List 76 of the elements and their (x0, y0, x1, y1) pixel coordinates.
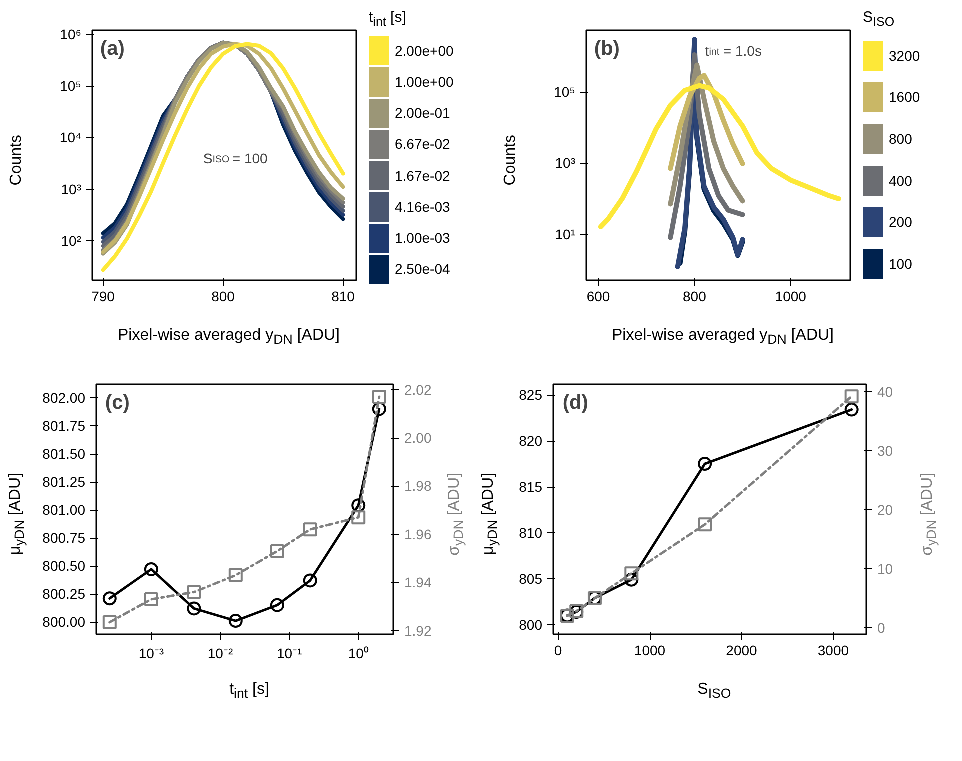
y2-tick-label: 30 (878, 442, 894, 459)
y2-tick-label: 40 (878, 384, 894, 400)
x-axis-title: S$_{ISO}$ (698, 680, 732, 704)
y-tick-label: 10⁴ (60, 130, 82, 146)
x-axis-title: Pixel-wise averaged y$_{DN}$ [ADU] (118, 326, 340, 350)
legend-label: 800 (889, 130, 912, 150)
annotation: (a) (100, 38, 125, 60)
y-tick-label: 10³ (555, 155, 576, 172)
legend-label: 1.00e-03 (395, 229, 450, 248)
y-tick-label: 810 (519, 524, 543, 541)
y-tick-label: 10⁵ (554, 84, 576, 100)
y-tick-label: 800.75 (42, 530, 86, 546)
y2-tick-label: 2.00 (404, 430, 432, 446)
y-tick-label: 10³ (61, 181, 82, 198)
legend-title: S$_{ISO}$ (863, 8, 895, 32)
x-axis-title: Pixel-wise averaged y$_{DN}$ [ADU] (612, 326, 834, 350)
y-tick-label: 800.50 (42, 558, 86, 574)
legend-label: 2.50e-04 (395, 260, 450, 280)
legend-label: 200 (889, 213, 912, 232)
legend-label: 2.00e-01 (395, 104, 450, 124)
y-tick-label: 800.00 (42, 614, 86, 630)
y2-tick-label: 1.96 (404, 526, 432, 542)
x-tick-label: 0 (554, 642, 562, 658)
x-axis-title: t$_{int}$ [s] (230, 680, 270, 704)
y-tick-label: 801.25 (42, 474, 86, 490)
y2-tick-label: 20 (878, 502, 894, 518)
legend-label: 6.67e-02 (395, 135, 450, 154)
y2-tick-label: 1.94 (404, 574, 432, 591)
y-tick-label: 10² (61, 232, 82, 249)
x-tick-label: 3000 (818, 642, 850, 658)
x-tick-label: 10⁻² (208, 646, 234, 662)
y-tick-label: 10¹ (555, 226, 576, 242)
x-tick-label: 790 (92, 288, 116, 304)
annotation: (c) (105, 392, 130, 414)
legend-label: 3200 (889, 46, 920, 66)
y2-tick-label: 0 (878, 620, 886, 636)
y-axis-title: Counts (500, 134, 520, 186)
y2-tick-label: 1.98 (404, 478, 432, 494)
y-tick-label: 801.00 (42, 502, 86, 518)
x-tick-label: 800 (683, 288, 707, 304)
x-tick-label: 800 (212, 288, 236, 304)
x-tick-label: 10⁰ (348, 646, 369, 662)
x-tick-label: 10⁻¹ (276, 646, 303, 662)
annotation: (d) (562, 392, 588, 414)
y-tick-label: 801.75 (42, 418, 86, 434)
x-tick-label: 2000 (726, 642, 758, 658)
y-tick-label: 800 (519, 616, 543, 633)
y2-tick-label: 1.92 (404, 622, 432, 639)
legend-label: 2.00e+00 (395, 42, 454, 61)
legend-label: 1600 (889, 88, 920, 108)
x-tick-label: 600 (586, 288, 610, 304)
x-tick-label: 1000 (634, 642, 666, 658)
y-tick-label: 825 (519, 387, 543, 404)
legend-label: 100 (889, 255, 912, 274)
legend-label: 1.67e-02 (395, 166, 450, 186)
y-tick-label: 10⁵ (60, 78, 82, 94)
y2-tick-label: 2.02 (404, 382, 432, 398)
y-tick-label: 801.50 (42, 446, 86, 462)
legend-label: 400 (889, 172, 912, 191)
x-tick-label: 1000 (775, 288, 807, 304)
legend-label: 1.00e+00 (395, 72, 454, 92)
x-tick-label: 10⁻³ (138, 646, 164, 662)
y-tick-label: 815 (519, 479, 543, 496)
y-tick-label: 800.25 (42, 586, 86, 602)
annotation: tint = 1.0s (705, 43, 762, 59)
y2-tick-label: 10 (878, 560, 894, 577)
legend-label: 4.16e-03 (395, 198, 450, 217)
y-tick-label: 805 (519, 570, 543, 587)
annotation: SISO = 100 (203, 150, 268, 166)
y-axis-title: Counts (6, 134, 26, 186)
y-tick-label: 820 (519, 433, 543, 450)
x-tick-label: 810 (332, 288, 356, 304)
y-tick-label: 802.00 (42, 390, 86, 406)
annotation: (b) (594, 38, 620, 60)
legend-title: t$_{int}$ [s] (369, 8, 406, 32)
y-tick-label: 10⁶ (60, 26, 82, 43)
